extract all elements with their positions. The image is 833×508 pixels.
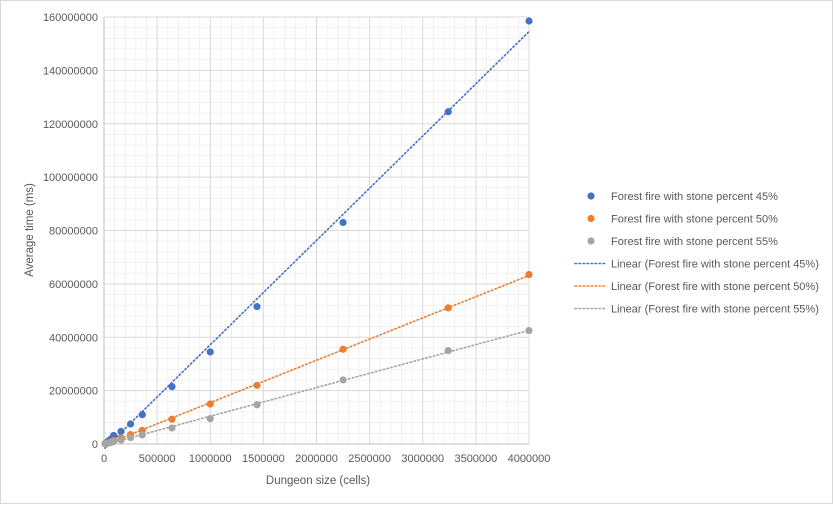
data-point bbox=[117, 427, 125, 436]
x-tick-label: 500000 bbox=[139, 453, 176, 465]
legend-trend-label: Linear (Forest fire with stone percent 5… bbox=[611, 281, 819, 293]
y-tick-label: 40000000 bbox=[49, 332, 98, 344]
legend-label: Forest fire with stone percent 55% bbox=[611, 236, 778, 248]
trendline bbox=[104, 329, 530, 446]
data-point bbox=[109, 431, 118, 440]
data-point bbox=[168, 415, 176, 423]
data-point bbox=[339, 218, 347, 227]
x-tick-labels: 0 500000 1000000 1500000 2000000 2500000 30000… bbox=[101, 453, 550, 465]
x-tick-label: 1500000 bbox=[242, 453, 285, 465]
x-tick-label: 3000000 bbox=[401, 453, 444, 465]
data-point bbox=[138, 411, 146, 419]
y-tick-labels: 0 20000000 40000000 60000000 80000000 1000000… bbox=[43, 12, 98, 451]
legend-marker bbox=[587, 237, 595, 245]
legend-marker bbox=[587, 214, 595, 223]
x-tick-label: 2500000 bbox=[348, 453, 391, 465]
legend-trend-label: Linear (Forest fire with stone percent 5… bbox=[611, 304, 819, 316]
data-point bbox=[206, 348, 214, 356]
data-point bbox=[206, 415, 214, 423]
data-point bbox=[525, 270, 533, 279]
data-point bbox=[339, 345, 347, 353]
data-point bbox=[109, 437, 118, 446]
trendline bbox=[104, 30, 530, 449]
y-tick-label: 80000000 bbox=[49, 226, 98, 238]
y-tick-label: 120000000 bbox=[43, 119, 98, 131]
data-point bbox=[253, 381, 261, 389]
data-point bbox=[444, 346, 452, 355]
y-tick-label: 140000000 bbox=[43, 65, 98, 77]
legend-label: Forest fire with stone percent 50% bbox=[611, 214, 778, 226]
data-point bbox=[168, 424, 176, 432]
legend-trend-label: Linear (Forest fire with stone percent 4… bbox=[611, 259, 819, 271]
legend-label: Forest fire with stone percent 45% bbox=[611, 191, 778, 203]
x-tick-label: 2000000 bbox=[295, 453, 338, 465]
y-tick-label: 100000000 bbox=[43, 172, 98, 184]
legend-marker bbox=[587, 192, 595, 200]
data-point bbox=[444, 304, 452, 312]
data-point bbox=[339, 376, 347, 384]
y-tick-label: 20000000 bbox=[49, 386, 98, 398]
data-point bbox=[444, 108, 452, 116]
data-point bbox=[253, 401, 261, 409]
x-tick-label: 3500000 bbox=[454, 453, 497, 465]
data-point bbox=[126, 433, 135, 442]
data-point bbox=[126, 420, 135, 428]
axes bbox=[103, 17, 529, 445]
legend: Forest fire with stone percent 45% Forest… bbox=[574, 191, 819, 316]
data-point bbox=[168, 383, 176, 391]
data-point bbox=[525, 326, 533, 335]
data-points bbox=[101, 17, 533, 448]
data-point bbox=[525, 17, 533, 25]
y-axis-label: Average time (ms) bbox=[24, 183, 36, 277]
x-tick-label: 1000000 bbox=[189, 453, 232, 465]
data-point bbox=[206, 400, 214, 408]
x-tick-label: 0 bbox=[101, 453, 107, 465]
data-point bbox=[138, 431, 146, 439]
x-tick-label: 4000000 bbox=[508, 453, 551, 465]
x-axis-label: Dungeon size (cells) bbox=[266, 475, 370, 487]
y-tick-label: 0 bbox=[92, 439, 98, 451]
y-tick-label: 160000000 bbox=[43, 12, 98, 24]
data-point bbox=[117, 436, 125, 444]
data-point bbox=[253, 302, 261, 311]
trendlines bbox=[104, 30, 530, 449]
trendline bbox=[104, 274, 530, 446]
y-tick-label: 60000000 bbox=[49, 279, 98, 291]
